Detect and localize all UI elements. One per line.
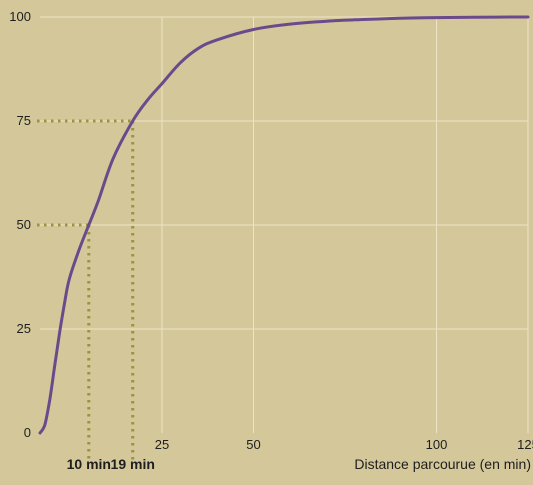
x-tick-label: 100: [426, 437, 448, 452]
series-line: [38, 15, 530, 435]
annotation-label: 19 min: [111, 456, 155, 472]
x-axis-label: Distance parcourue (en min): [354, 456, 531, 472]
y-tick-label: 25: [17, 321, 31, 336]
x-tick-label: 50: [246, 437, 260, 452]
annotation-label: 10 min: [67, 456, 111, 472]
y-tick-label: 100: [9, 9, 31, 24]
y-tick-label: 0: [24, 425, 31, 440]
y-tick-label: 50: [17, 217, 31, 232]
x-tick-label: 125: [517, 437, 533, 452]
x-tick-label: 25: [155, 437, 169, 452]
y-tick-label: 75: [17, 113, 31, 128]
